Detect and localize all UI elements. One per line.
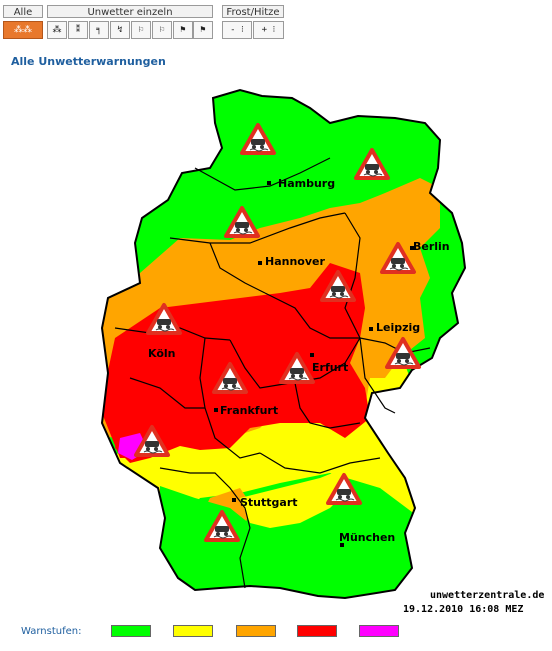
filter-rain-button[interactable]: ╕: [89, 21, 109, 39]
filter-frost-button[interactable]: - ⁝: [222, 21, 252, 39]
legend-swatch-orange: [236, 625, 276, 637]
filter-snow-button[interactable]: ⁑: [68, 21, 88, 39]
filter-single-label: Unwetter einzeln: [47, 5, 213, 18]
filter-storm-button[interactable]: ⚐: [152, 21, 172, 39]
city-leipzig: Leipzig: [376, 321, 420, 334]
city-berlin: Berlin: [413, 240, 450, 253]
city-frankfurt: Frankfurt: [220, 404, 278, 417]
legend-swatch-green: [111, 625, 151, 637]
legend-swatch-red: [297, 625, 337, 637]
map-timestamp: 19.12.2010 16:08 MEZ: [403, 604, 524, 615]
city-hamburg: Hamburg: [278, 177, 335, 190]
legend-label: Warnstufen:: [21, 626, 82, 637]
city-erfurt: Erfurt: [312, 361, 348, 374]
filter-lightning-button[interactable]: ↯: [110, 21, 130, 39]
city-koeln: Köln: [148, 347, 176, 360]
filter-all-button[interactable]: ⁂⁂: [3, 21, 43, 39]
city-stuttgart: Stuttgart: [240, 496, 298, 509]
source-credit: unwetterzentrale.de: [430, 590, 545, 601]
legend-swatch-yellow: [173, 625, 213, 637]
legend-swatch-violet: [359, 625, 399, 637]
germany-warning-areas: [102, 90, 465, 598]
warning-map: Hamburg Berlin Hannover Leipzig Köln Erf…: [100, 88, 467, 600]
filter-wind-button[interactable]: ⚐: [131, 21, 151, 39]
filter-fog-button[interactable]: ⚑: [193, 21, 213, 39]
city-markers: Hamburg Berlin Hannover Leipzig Köln Erf…: [148, 177, 450, 547]
germany-border: [100, 88, 467, 600]
filter-toolbar: Alle ⁂⁂ Unwetter einzeln ⁂ ⁑ ╕ ↯ ⚐ ⚐ ⚑ ⚑…: [0, 0, 552, 40]
filter-ice-button[interactable]: ⚑: [173, 21, 193, 39]
city-hannover: Hannover: [265, 255, 325, 268]
filter-all-label: Alle: [3, 5, 43, 18]
filter-frost-label: Frost/Hitze: [222, 5, 284, 18]
city-muenchen: München: [339, 531, 395, 544]
filter-thunderstorm-button[interactable]: ⁂: [47, 21, 67, 39]
page-title: Alle Unwetterwarnungen: [11, 55, 166, 68]
state-borders: [114, 157, 431, 589]
filter-heat-button[interactable]: + ⁝: [253, 21, 284, 39]
